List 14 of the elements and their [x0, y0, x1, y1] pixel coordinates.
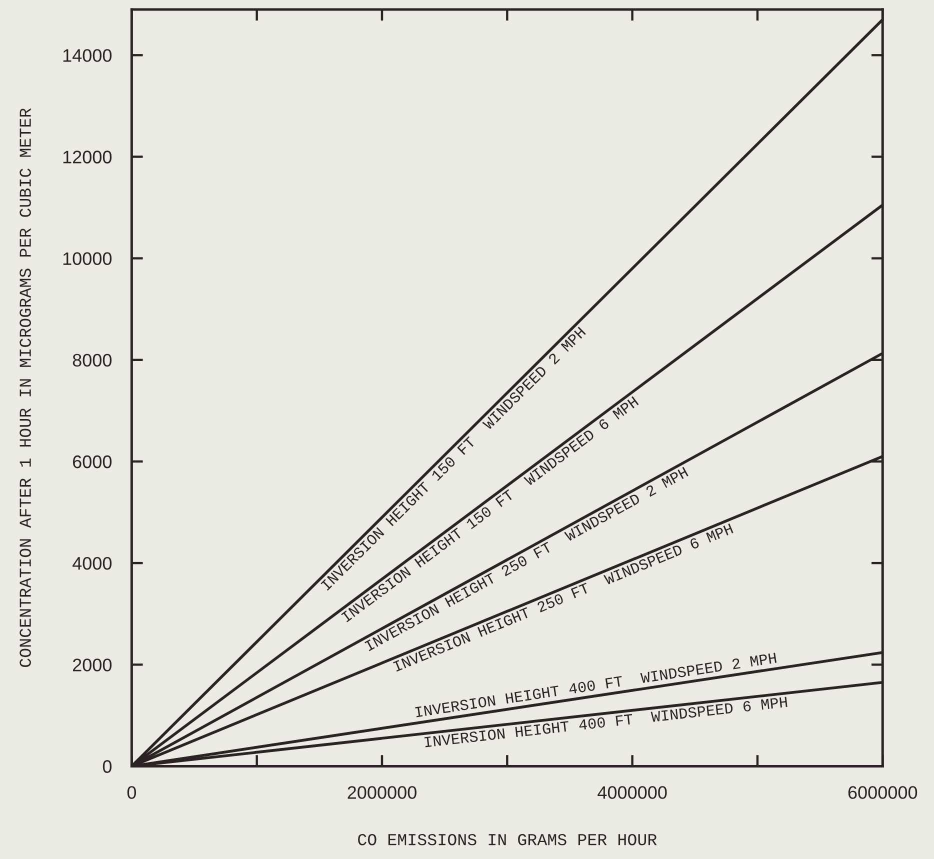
y-tick-label: 0 — [102, 760, 112, 773]
y-tick-label: 12000 — [63, 150, 112, 164]
y-tick-label: 4000 — [72, 557, 112, 570]
x-tick-label: 4000000 — [598, 786, 667, 799]
y-tick-label: 2000 — [72, 658, 112, 672]
y-tick-label: 14000 — [63, 49, 112, 62]
y-tick-label: 8000 — [72, 354, 112, 367]
y-tick-label: 10000 — [63, 252, 112, 266]
x-tick-label: 6000000 — [848, 786, 918, 799]
x-tick-label: 0 — [127, 786, 136, 799]
y-tick-label: 6000 — [73, 455, 112, 468]
x-tick-label: 2000000 — [348, 786, 416, 799]
y-axis-title: CONCENTRATION AFTER 1 HOUR IN MICROGRAMS PER CUBIC METER — [20, 108, 31, 667]
x-axis-title: CO EMISSIONS IN GRAMS PER HOUR — [358, 834, 657, 846]
